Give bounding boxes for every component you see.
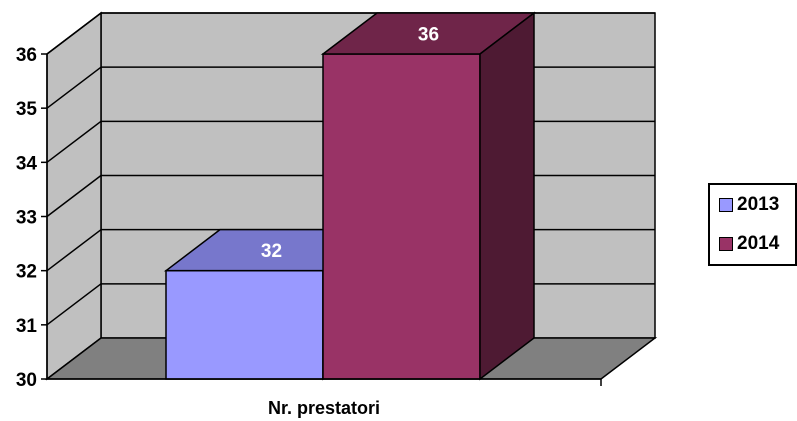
y-tick-label: 35 [16, 99, 38, 120]
legend-swatch-2014 [719, 237, 733, 251]
gridline-side-35 [46, 66, 102, 109]
gridline-side-34 [46, 120, 102, 163]
legend-item-2014: 2014 [719, 233, 779, 255]
y-tick-label: 31 [16, 316, 38, 337]
data-label-2013: 32 [261, 241, 282, 262]
gridline-side-31 [46, 283, 102, 326]
y-tick-label: 36 [16, 45, 37, 66]
data-label-2014: 36 [418, 25, 439, 46]
gridline-side-36 [46, 12, 102, 55]
y-tick-label: 34 [16, 153, 38, 174]
bar-front-2014 [322, 53, 481, 380]
legend: 2013 2014 [708, 183, 797, 266]
legend-item-2013: 2013 [719, 194, 779, 216]
bar-front-2013 [165, 269, 324, 380]
gridline-side-32 [46, 229, 102, 272]
y-tick-label: 32 [16, 262, 37, 283]
y-tick-label: 30 [16, 370, 37, 391]
legend-swatch-2013 [719, 198, 733, 212]
bar-side-2014 [479, 11, 535, 381]
x-axis-category-label: Nr. prestatori [268, 398, 380, 418]
legend-label-2014: 2014 [737, 233, 780, 254]
gridline-side-33 [46, 174, 102, 218]
legend-label-2013: 2013 [737, 194, 780, 215]
y-tick-label: 33 [16, 208, 37, 229]
